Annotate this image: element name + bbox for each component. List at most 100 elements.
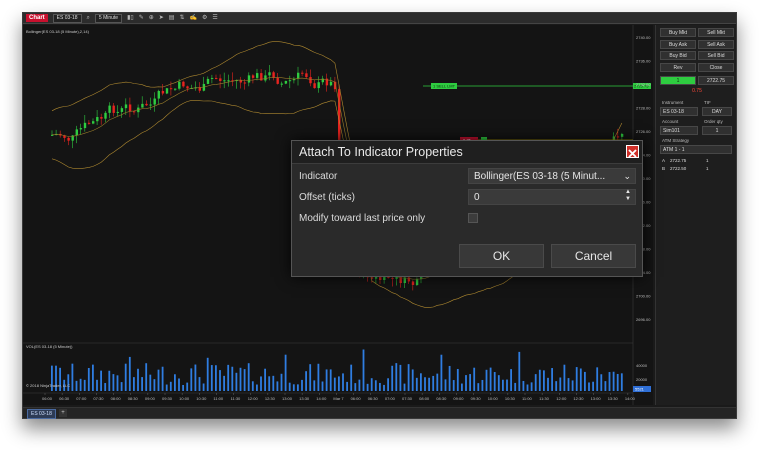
tif-label: TIF [704, 100, 711, 105]
time-axis-label: 10:00 [179, 396, 190, 401]
volume-bar [182, 384, 184, 391]
volume-bar [104, 383, 107, 391]
cancel-button[interactable]: Cancel [551, 244, 636, 268]
zoom-icon[interactable]: ⊕ [148, 15, 154, 21]
volume-bar [120, 382, 123, 391]
close-icon[interactable] [626, 145, 639, 158]
instrument-field[interactable]: ES 03-18 [660, 107, 698, 116]
position-row-a-side: A [662, 158, 666, 163]
sell-bid-button[interactable]: Sell Bid [698, 51, 734, 60]
modify-toward-last-price-checkbox[interactable] [468, 213, 478, 223]
candle-body [63, 135, 66, 138]
volume-bar [145, 363, 148, 391]
candle-body [83, 122, 87, 129]
chart-trader-panel: Buy Mkt Sell Mkt Buy Ask Sell Ask Buy Bid Sel… [655, 25, 736, 405]
account-select[interactable]: Sim101 [660, 126, 698, 135]
close-button[interactable]: Close [698, 62, 734, 72]
volume-axis-label: 20000 [636, 377, 648, 382]
candle-body [329, 81, 333, 86]
candle-body [374, 276, 378, 279]
candle-body [313, 83, 316, 89]
strategy-icon[interactable]: ⇅ [179, 15, 185, 21]
time-axis-label: 08:00 [111, 396, 122, 401]
volume-bar [407, 364, 410, 391]
candle-body [51, 134, 54, 136]
offset-ticks-input[interactable]: 0 ▲ ▼ [468, 189, 636, 205]
volume-bar [194, 364, 197, 391]
time-axis-label: 07:30 [402, 396, 413, 401]
atm-strategy-select[interactable]: ATM 1 - 1 [660, 145, 732, 154]
order-qty-input[interactable]: 1 [702, 126, 732, 135]
volume-bar [575, 367, 578, 391]
stepper-icon[interactable]: ▲ ▼ [625, 189, 631, 202]
candle-body [243, 82, 247, 84]
candle-body [403, 277, 406, 284]
time-axis-label: 09:30 [471, 396, 482, 401]
candle-body [169, 88, 173, 90]
search-icon[interactable]: ⌕ [86, 15, 90, 21]
time-axis-label: 10:00 [488, 396, 499, 401]
candle-body [325, 78, 329, 86]
candle-body [309, 77, 312, 84]
position-row-b-side: B [662, 166, 666, 171]
add-tab-icon[interactable]: + [59, 409, 67, 417]
ok-button[interactable]: OK [459, 244, 544, 268]
volume-bar [239, 367, 242, 391]
buy-bid-button[interactable]: Buy Bid [660, 51, 696, 60]
rev-button[interactable]: Rev [660, 62, 696, 72]
volume-bar [247, 363, 250, 391]
chart-tag[interactable]: Chart [26, 14, 48, 22]
price-axis-label: 2696.00 [636, 317, 651, 322]
time-axis-label: 08:30 [128, 396, 139, 401]
instrument-selector[interactable]: ES 03-18 [52, 13, 82, 23]
time-axis-label: 11:00 [522, 396, 532, 401]
indicator-select[interactable]: Bollinger(ES 03-18 (5 Minut... ⌄ [468, 168, 636, 184]
candle-body [165, 88, 169, 94]
price-badge-buy [633, 83, 651, 89]
tif-select[interactable]: DAY [702, 107, 732, 116]
candle-body [210, 77, 214, 79]
volume-bar [108, 370, 111, 391]
drawing-tools-icon[interactable]: ✍ [189, 15, 197, 21]
volume-bar [63, 379, 66, 391]
interval-selector[interactable]: 5 Minute [94, 13, 123, 23]
time-axis-label: 08:30 [436, 396, 447, 401]
volume-bar [169, 381, 172, 391]
volume-bar [489, 367, 492, 391]
candle-body [260, 73, 263, 81]
volume-bar [256, 384, 258, 391]
sell-limit-order-tag[interactable] [431, 83, 457, 89]
volume-bar [338, 376, 340, 391]
bar-type-icon[interactable]: ▮▯ [127, 15, 134, 21]
time-axis-label: 09:30 [162, 396, 173, 401]
candle-body [231, 80, 234, 82]
instrument-label: Instrument [662, 100, 684, 105]
sell-mkt-button[interactable]: Sell Mkt [698, 28, 734, 37]
indicator-label: Bollinger(ES 03-18 (5 Minute),2,14) [26, 29, 90, 34]
pointer-icon[interactable]: ➤ [158, 15, 164, 21]
offset-label: Offset (ticks) [299, 192, 355, 203]
indicators-icon[interactable]: ▤ [168, 15, 175, 21]
volume-bar [260, 376, 262, 391]
volume-bar [477, 383, 480, 391]
volume-bar [264, 368, 266, 391]
sell-ask-button[interactable]: Sell Ask [698, 39, 734, 49]
volume-bar [137, 368, 139, 391]
time-axis-label: 11:30 [539, 396, 549, 401]
settings-icon[interactable]: ⚙ [201, 15, 208, 21]
tab-es-03-18[interactable]: ES 03-18 [27, 409, 56, 419]
attach-to-indicator-dialog: Attach To Indicator Properties Indicator… [291, 140, 643, 277]
properties-icon[interactable]: ☰ [212, 15, 218, 21]
buy-mkt-button[interactable]: Buy Mkt [660, 28, 696, 37]
candle-body [153, 98, 156, 105]
volume-bar [436, 373, 439, 391]
candle-body [141, 103, 144, 108]
candle-body [276, 77, 279, 84]
price-axis-label: 2732.00 [636, 82, 651, 87]
volume-bar [502, 379, 504, 391]
buy-ask-button[interactable]: Buy Ask [660, 39, 696, 49]
volume-bar [190, 368, 193, 391]
volume-bar [133, 377, 135, 391]
draw-icon[interactable]: ✎ [138, 15, 144, 21]
volume-bar [292, 384, 295, 391]
